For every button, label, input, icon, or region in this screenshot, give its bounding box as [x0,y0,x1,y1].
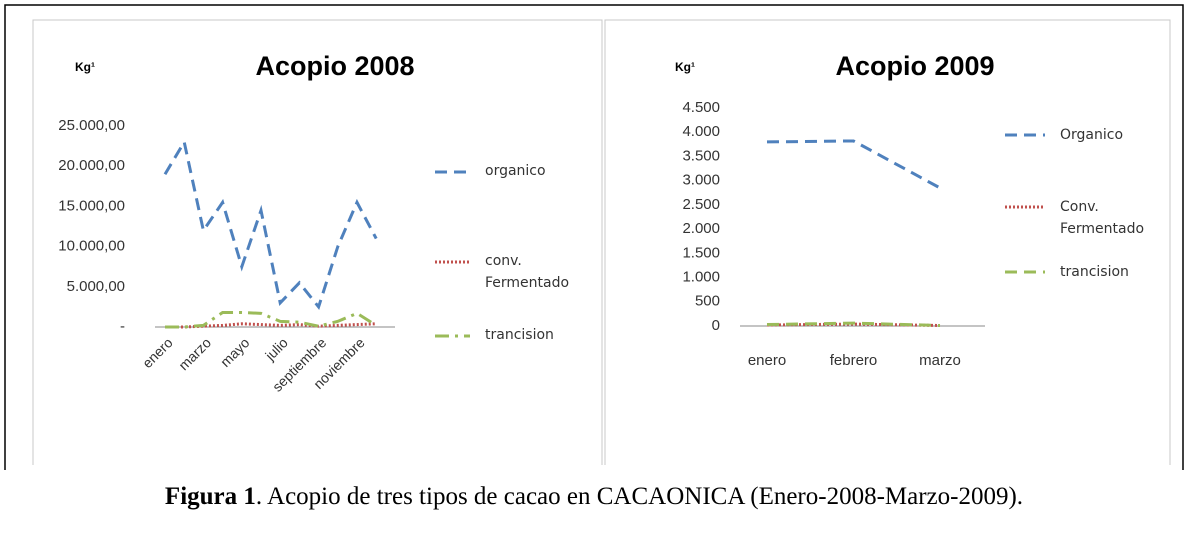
y-tick-label: 10.000,00 [58,238,125,255]
chart-title: Acopio 2008 [255,51,414,81]
caption-label: Figura 1 [164,483,256,510]
y-tick-label: - [120,318,125,335]
y-tick-label: 1.000 [682,269,720,286]
caption-text: . Acopio de tres tipos de cacao en CACAO… [255,483,1024,510]
y-tick-label: 500 [695,293,720,310]
y-tick-label: 2.500 [682,196,720,213]
legend-label: organico [485,163,546,179]
y-tick-label: 5.000,00 [67,278,125,295]
x-tick-label: julio [261,334,291,364]
chart-title: Acopio 2009 [835,51,994,81]
y-tick-label: 4.000 [682,123,720,140]
chart-border [32,19,603,465]
y-tick-label: 15.000,00 [58,197,125,214]
y-tick-label: 1.500 [682,244,720,261]
y-tick-label: 20.000,00 [58,157,125,174]
series-line [165,311,377,329]
y-tick-label: 3.500 [682,147,720,164]
x-tick-label: enero [748,352,786,369]
x-tick-label: marzo [919,352,961,369]
chart-border [604,19,1171,465]
legend-label: conv. Fermentado [485,253,570,291]
series-line [163,138,378,311]
x-tick-label: enero [139,334,176,371]
y-tick-label: 4.500 [682,99,720,116]
x-tick-label: mayo [217,334,253,370]
x-tick-label: marzo [175,334,214,373]
y-axis-label: Kg¹ [75,60,95,74]
series-line [766,321,941,328]
caption: Figura 1. Acopio de tres tipos de cacao … [0,483,1188,511]
y-tick-label: 3.000 [682,172,720,189]
legend-label: Organico [1060,127,1124,143]
legend-label: Conv. Fermentado [1060,199,1145,237]
y-tick-label: 0 [712,317,720,334]
y-tick-label: 25.000,00 [58,117,125,134]
y-tick-label: 2.000 [682,220,720,237]
series-line [165,322,377,329]
series-line [766,139,941,190]
x-tick-label: febrero [830,352,878,369]
frame [4,4,1184,470]
legend-label: trancision [1060,264,1129,280]
legend-label: trancision [485,327,554,343]
y-axis-label: Kg¹ [675,60,695,74]
